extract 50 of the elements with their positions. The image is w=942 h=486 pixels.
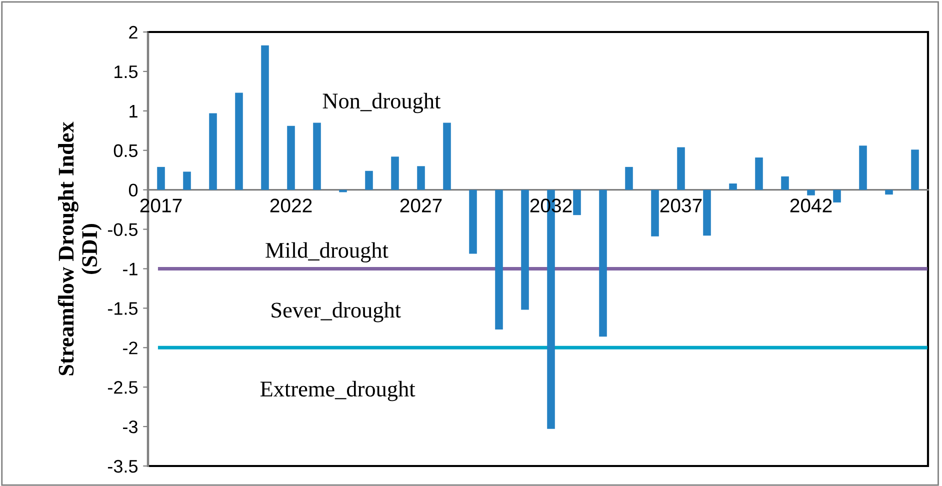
bar — [651, 190, 659, 236]
y-tick-label: -2 — [123, 342, 138, 354]
y-tick-label: -3 — [123, 420, 138, 434]
x-tick-label: 2042 — [790, 198, 832, 212]
bar — [469, 190, 477, 254]
bar — [391, 156, 399, 190]
bar — [833, 190, 841, 202]
bar — [157, 166, 165, 190]
x-tick-label: 2027 — [400, 198, 442, 212]
y-tick-label: -2.5 — [108, 381, 138, 394]
bar — [235, 92, 243, 190]
bar — [911, 150, 919, 190]
bar — [781, 176, 789, 190]
bar — [287, 126, 295, 190]
y-tick-label: 0.5 — [114, 144, 138, 158]
bar — [209, 113, 217, 190]
bar — [261, 45, 269, 190]
bar — [755, 157, 763, 190]
x-tick-label: 2017 — [140, 198, 182, 212]
bar — [573, 190, 581, 216]
y-tick-label: 2 — [129, 26, 138, 39]
y-tick-label: -0.5 — [108, 223, 138, 236]
bar — [599, 190, 607, 337]
y-tick-label: 1 — [130, 105, 138, 118]
bar — [859, 146, 867, 190]
y-tick-label: 0 — [128, 184, 138, 197]
bar — [729, 184, 737, 190]
annotation: Extreme_drought — [260, 380, 416, 402]
bar — [183, 172, 191, 190]
annotation: Sever_drought — [272, 302, 401, 322]
bar — [495, 190, 503, 330]
ref-line-label: Mild_drought — [266, 242, 388, 262]
bar — [677, 147, 685, 190]
annotation: Non_drought — [322, 92, 441, 114]
bar — [703, 190, 711, 236]
x-tick-label: 2022 — [270, 198, 312, 212]
x-tick-label: 2037 — [660, 198, 702, 212]
y-tick-label: -1 — [123, 262, 138, 276]
y-tick-label: -1.5 — [108, 302, 138, 315]
bar — [625, 166, 633, 190]
y-tick-label: -3.5 — [108, 460, 138, 473]
bar — [365, 170, 373, 190]
bar — [521, 190, 529, 310]
y-axis-title: Streamflow Drought Index (SDI) — [58, 122, 102, 376]
bar — [313, 122, 321, 190]
bar — [807, 190, 815, 196]
bar — [885, 190, 893, 195]
bar — [443, 122, 451, 190]
bar — [417, 166, 425, 190]
y-tick-label: 1.5 — [114, 66, 138, 78]
